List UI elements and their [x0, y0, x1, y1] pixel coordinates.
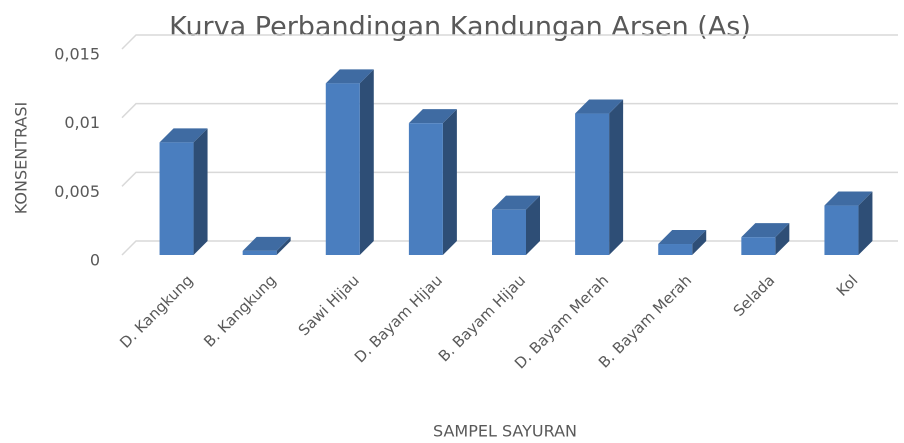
bar-top — [575, 99, 624, 114]
bar — [159, 142, 194, 255]
bar-top — [242, 236, 291, 251]
bar — [325, 83, 360, 255]
bar — [492, 209, 526, 255]
grid-line — [121, 240, 898, 256]
y-axis-title: KONSENTRASI — [12, 102, 31, 214]
bar-side — [526, 195, 540, 255]
x-tick-label: Selada — [730, 271, 779, 320]
bar — [408, 123, 443, 255]
grid-line — [121, 34, 898, 50]
x-axis-title: SAMPEL SAYURAN — [433, 422, 577, 441]
bar — [575, 113, 610, 256]
grid-line — [121, 102, 898, 119]
chart-title: Kurva Perbandingan Kandungan Arsen (As) — [169, 12, 751, 43]
grid-line — [121, 171, 898, 187]
x-tick-label: Sawi Hijau — [295, 271, 363, 339]
bar — [242, 250, 277, 255]
bar-top — [658, 230, 707, 245]
x-tick-label: D. Bayam Hijau — [351, 271, 446, 366]
x-tick-label: B. Bayam Hijau — [435, 271, 529, 365]
bar-side — [193, 128, 208, 255]
bar — [741, 237, 776, 255]
bar-top — [824, 191, 873, 206]
bar-top — [325, 69, 374, 84]
bar-top — [741, 223, 790, 238]
bar-top — [408, 109, 457, 124]
x-tick-label: D. Kangkung — [116, 271, 196, 351]
x-tick-label: Kol — [833, 271, 862, 300]
bar-top — [159, 128, 208, 143]
bar — [658, 244, 693, 255]
bar-side — [442, 109, 457, 255]
bar — [824, 205, 859, 255]
bar-side — [276, 236, 291, 255]
bar-top — [492, 195, 540, 210]
y-tick-label: 0,005 — [54, 182, 100, 201]
x-tick-label: B. Kangkung — [200, 271, 279, 350]
bar-side — [775, 223, 790, 255]
bar-side — [692, 230, 707, 255]
y-tick-label: 0,01 — [64, 113, 100, 132]
bar-side — [609, 99, 624, 256]
bar-side — [359, 69, 374, 255]
y-tick-label: 0,015 — [54, 45, 100, 64]
x-tick-label: B. Bayam Merah — [595, 271, 695, 371]
bar-side — [858, 191, 873, 255]
y-tick-label: 0 — [90, 251, 100, 270]
